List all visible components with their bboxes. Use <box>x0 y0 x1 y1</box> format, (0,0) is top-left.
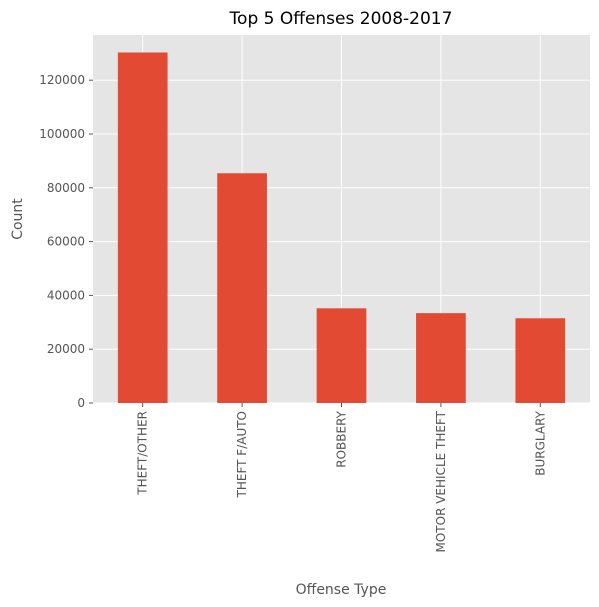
y-axis-ticks: 0 20000 40000 60000 80000 100000 120000 <box>39 73 93 410</box>
x-tick-label: MOTOR VEHICLE THEFT <box>434 410 448 552</box>
y-axis-label: Count <box>10 198 26 240</box>
x-tick-label: THEFT/OTHER <box>136 411 150 496</box>
y-tick-label: 0 <box>77 396 85 410</box>
x-tick-label: THEFT F/AUTO <box>235 411 249 498</box>
x-tick-label: ROBBERY <box>335 410 349 467</box>
y-tick-label: 80000 <box>47 181 85 195</box>
y-tick-label: 120000 <box>39 73 85 87</box>
x-axis-ticks: THEFT/OTHER THEFT F/AUTO ROBBERY MOTOR VEHI… <box>136 403 547 553</box>
bar <box>217 173 267 403</box>
bar <box>117 52 168 403</box>
bar <box>316 308 367 403</box>
bars <box>117 52 566 403</box>
x-tick-label: BURGLARY <box>533 410 547 475</box>
bar <box>416 313 466 403</box>
y-tick-label: 60000 <box>47 235 85 249</box>
x-axis-label: Offense Type <box>296 582 387 598</box>
bar <box>515 318 566 403</box>
y-tick-label: 20000 <box>47 342 85 356</box>
y-tick-label: 40000 <box>47 288 85 302</box>
y-tick-label: 100000 <box>39 127 85 141</box>
chart-title: Top 5 Offenses 2008-2017 <box>229 9 453 29</box>
